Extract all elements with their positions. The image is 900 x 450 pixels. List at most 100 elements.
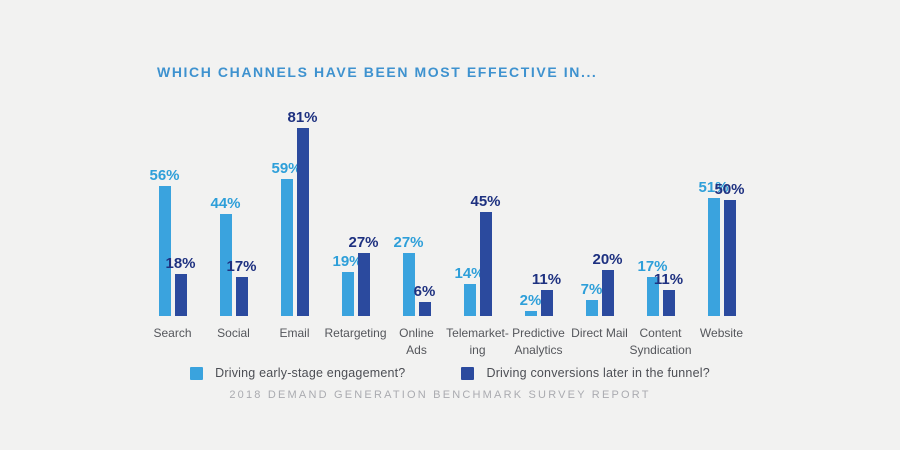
bar-column-late-conversions: 50% [714, 182, 745, 316]
category-label: Online Ads [399, 326, 434, 358]
bar-value-label: 27% [393, 234, 424, 251]
bar-value-label: 56% [149, 167, 180, 184]
category-label: Telemarket- ing [446, 326, 509, 358]
bar-late-conversions [601, 270, 614, 316]
category-group: 27% 6% Online Ads [386, 101, 447, 360]
bar-value-label: 11% [653, 271, 684, 288]
bar-column-early-engagement: 7% [581, 282, 602, 316]
category-label: Website [699, 326, 744, 340]
bar-late-conversions [723, 200, 736, 316]
bar-column-late-conversions: 27% [348, 235, 379, 316]
bar-early-engagement [707, 198, 720, 316]
bar-value-label: 17% [226, 258, 257, 275]
bar-column-late-conversions: 18% [165, 256, 196, 316]
category-label: Search [153, 326, 192, 340]
bar-column-late-conversions: 17% [226, 259, 257, 316]
category-group: 7% 20% Direct Mail [569, 101, 630, 360]
bar-late-conversions [357, 253, 370, 316]
category-group: 51% 50% Website [691, 101, 752, 360]
bar-value-label: 27% [348, 234, 379, 251]
category-label: Direct Mail [571, 326, 628, 340]
bar-value-label: 6% [413, 283, 436, 300]
bar-column-late-conversions: 11% [532, 272, 561, 316]
bar-value-label: 7% [580, 281, 603, 298]
category-label: Content Syndication [629, 326, 692, 358]
category-group: 19% 27% Retargeting [324, 101, 387, 360]
legend-swatch [461, 366, 475, 380]
bar-pair: 59% 81% [271, 101, 318, 316]
category-group: 14% 45% Telemarket- ing [446, 101, 509, 360]
category-group: 59% 81% Email [264, 101, 325, 360]
bar-value-label: 81% [287, 109, 318, 126]
bar-value-label: 17% [637, 258, 668, 275]
bar-column-late-conversions: 20% [592, 252, 623, 316]
category-label: Social [217, 326, 250, 340]
bar-early-engagement [402, 253, 415, 316]
bar-late-conversions [174, 274, 187, 316]
bar-column-early-engagement: 2% [520, 293, 541, 316]
category-label: Email [279, 326, 310, 340]
bar-early-engagement [158, 186, 171, 316]
bar-groups: 56% 18% Search 44% 17% Social 59% 81% Email 19% 27… [142, 101, 758, 360]
chart-title: WHICH CHANNELS HAVE BEEN MOST EFFECTIVE … [157, 64, 598, 80]
bar-late-conversions [479, 212, 492, 316]
bar-column-late-conversions: 81% [287, 110, 318, 316]
bar-column-early-engagement: 56% [149, 168, 180, 316]
bar-value-label: 45% [470, 193, 501, 210]
bar-value-label: 18% [165, 255, 196, 272]
bar-early-engagement [280, 179, 293, 316]
legend-label: Driving early-stage engagement? [215, 366, 406, 380]
category-group: 44% 17% Social [203, 101, 264, 360]
bar-column-late-conversions: 11% [654, 272, 683, 316]
bar-column-early-engagement: 17% [637, 259, 668, 316]
bar-value-label: 59% [271, 160, 302, 177]
bar-column-early-engagement: 27% [393, 235, 424, 316]
bar-early-engagement [341, 272, 354, 316]
bar-pair: 14% 45% [454, 101, 501, 316]
bar-column-late-conversions: 45% [470, 194, 501, 316]
bar-pair: 51% 50% [698, 101, 745, 316]
bar-late-conversions [235, 277, 248, 316]
bar-pair: 19% 27% [332, 101, 379, 316]
legend-item: Driving conversions later in the funnel? [461, 366, 710, 380]
bar-column-early-engagement: 44% [210, 196, 241, 316]
bar-pair: 27% 6% [393, 101, 435, 316]
category-group: 56% 18% Search [142, 101, 203, 360]
bar-column-early-engagement: 19% [332, 254, 363, 316]
bar-value-label: 2% [519, 292, 542, 309]
category-label: Retargeting [324, 326, 387, 340]
footer-caption: 2018 DEMAND GENERATION BENCHMARK SURVEY … [229, 389, 651, 401]
legend: Driving early-stage engagement? Driving c… [0, 366, 900, 380]
bar-early-engagement [524, 311, 537, 316]
bar-late-conversions [540, 290, 553, 316]
category-group: 17% 11% Content Syndication [629, 101, 692, 360]
bar-value-label: 44% [210, 195, 241, 212]
category-label: Predictive Analytics [512, 326, 565, 358]
bar-pair: 2% 11% [520, 101, 561, 316]
bar-value-label: 20% [592, 251, 623, 268]
bar-pair: 44% 17% [210, 101, 257, 316]
bar-value-label: 51% [698, 179, 729, 196]
bar-column-late-conversions: 6% [414, 284, 435, 316]
category-group: 2% 11% Predictive Analytics [508, 101, 569, 360]
bar-late-conversions [418, 302, 431, 316]
bar-early-engagement [219, 214, 232, 316]
legend-item: Driving early-stage engagement? [190, 366, 405, 380]
legend-label: Driving conversions later in the funnel? [486, 366, 710, 380]
bar-column-early-engagement: 51% [698, 180, 729, 316]
bar-late-conversions [662, 290, 675, 316]
bar-value-label: 50% [714, 181, 745, 198]
bar-late-conversions [296, 128, 309, 316]
bar-column-early-engagement: 59% [271, 161, 302, 316]
bar-value-label: 19% [332, 253, 363, 270]
legend-swatch [190, 366, 204, 380]
bar-early-engagement [646, 277, 659, 316]
bar-pair: 56% 18% [149, 101, 196, 316]
bar-value-label: 14% [454, 265, 485, 282]
bar-pair: 17% 11% [637, 101, 683, 316]
bar-early-engagement [585, 300, 598, 316]
bar-value-label: 11% [531, 271, 562, 288]
bar-early-engagement [463, 284, 476, 316]
bar-column-early-engagement: 14% [454, 266, 485, 316]
